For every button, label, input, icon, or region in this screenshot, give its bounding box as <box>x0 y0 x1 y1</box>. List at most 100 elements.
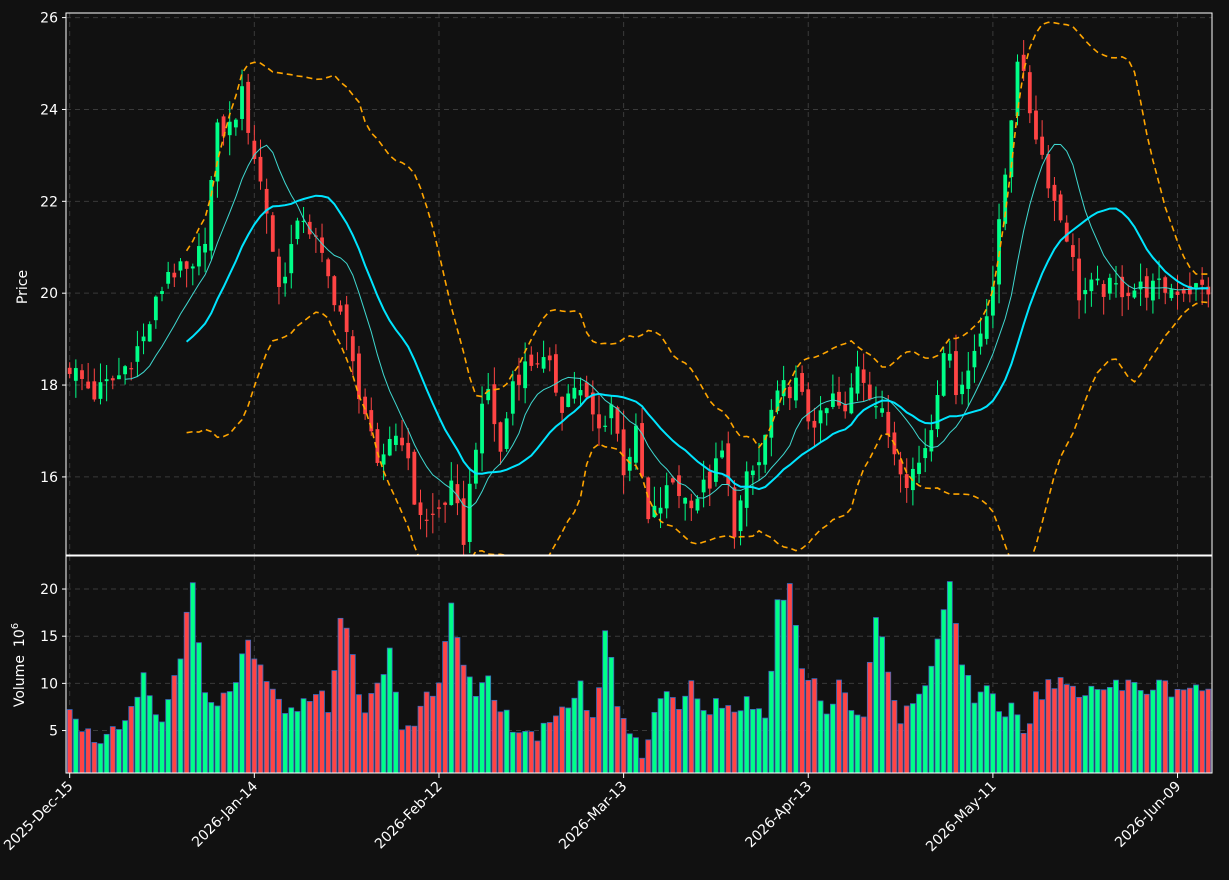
candle-body <box>929 430 934 452</box>
volume-bar <box>614 706 621 773</box>
price-axis-label: Price <box>15 270 31 304</box>
candle-body <box>1187 285 1192 295</box>
volume-tick-label: 5 <box>49 724 58 740</box>
candle-body <box>714 458 718 482</box>
candle-body <box>264 188 269 214</box>
candle-body <box>769 409 774 438</box>
bollinger-lower-band <box>186 301 1209 555</box>
volume-bar <box>756 708 762 773</box>
volume-bar <box>165 699 172 773</box>
candle-body <box>701 479 706 493</box>
moving-average-fast <box>125 143 1209 509</box>
volume-bar <box>491 699 498 773</box>
volume-bar <box>553 715 559 773</box>
volume-bar <box>313 694 319 773</box>
candle-body <box>406 442 411 459</box>
candle-body <box>640 423 644 477</box>
candle-body <box>455 484 460 504</box>
volume-bar <box>208 702 215 773</box>
candle-body <box>363 396 368 415</box>
candle-body <box>597 414 601 429</box>
volume-bar <box>731 711 738 773</box>
candle-body <box>1034 110 1038 140</box>
candle-body <box>683 497 688 504</box>
volume-bar <box>331 670 338 773</box>
candle-body <box>166 272 171 284</box>
candle-body <box>1126 292 1131 297</box>
candle-body <box>757 462 761 466</box>
volume-bar <box>306 701 313 773</box>
candle-body <box>1181 288 1186 294</box>
volume-bar <box>337 617 344 773</box>
volume-axis-label-text: Volume <box>12 655 28 707</box>
candle-body <box>898 459 903 475</box>
candle-body <box>849 387 854 414</box>
price-tick-label: 22 <box>40 194 58 210</box>
moving-average-slow <box>185 194 1209 491</box>
candle-body <box>504 418 509 449</box>
candle-body <box>1157 278 1161 280</box>
volume-bar <box>830 703 836 773</box>
volume-bar <box>276 698 282 773</box>
volume-bar <box>663 691 670 773</box>
candle-body <box>861 369 866 383</box>
volume-bar <box>1119 690 1126 773</box>
volume-bar <box>1014 714 1021 773</box>
volume-bar <box>996 711 1002 773</box>
candle-body <box>517 374 521 385</box>
volume-bar <box>1020 732 1027 773</box>
volume-bar <box>645 739 652 773</box>
volume-bar <box>294 711 301 773</box>
candle-body <box>658 507 663 514</box>
volume-bar <box>682 695 689 773</box>
volume-bar <box>1094 689 1101 773</box>
volume-bar <box>196 642 202 773</box>
volume-bar <box>651 712 658 773</box>
candle-body <box>990 286 995 316</box>
volume-bar <box>516 732 522 773</box>
candle-body <box>954 351 958 396</box>
candle-body <box>707 471 712 489</box>
candle-body <box>418 502 423 516</box>
volume-bar <box>546 722 553 773</box>
candle-body <box>209 180 214 251</box>
volume-bar <box>103 733 110 773</box>
volume-bar <box>768 670 775 773</box>
candle-body <box>1003 174 1008 224</box>
candle-body <box>203 243 208 253</box>
candle-body <box>578 390 583 396</box>
candle-body <box>153 296 158 321</box>
candle-body <box>357 353 361 400</box>
volume-bar <box>793 625 799 773</box>
candle-body <box>289 244 294 274</box>
candle-body <box>1151 280 1155 301</box>
candle-body <box>492 384 497 425</box>
candle-body <box>523 361 528 389</box>
volume-bar <box>522 731 529 773</box>
volume-bar <box>362 712 368 773</box>
candle-body <box>338 305 343 312</box>
volume-bar <box>971 702 978 773</box>
candle-body <box>732 487 737 538</box>
candle-body <box>135 346 140 362</box>
volume-bar <box>1143 693 1150 773</box>
candle-body <box>806 389 811 422</box>
volume-bar <box>503 709 510 773</box>
volume-bar <box>399 729 405 773</box>
volume-bar <box>134 696 141 773</box>
volume-bar <box>1156 679 1162 773</box>
candle-body <box>123 366 127 375</box>
candle-body <box>978 333 983 347</box>
candle-body <box>98 382 103 399</box>
candle-body <box>301 220 306 223</box>
volume-bar <box>300 698 307 773</box>
candle-body <box>473 449 478 484</box>
volume-bar <box>1008 702 1015 773</box>
volume-bar <box>860 716 867 773</box>
volume-bar <box>762 717 769 773</box>
candle-body <box>935 395 940 430</box>
candle-body <box>646 477 651 520</box>
volume-bar <box>1180 689 1187 773</box>
candle-body <box>369 410 374 432</box>
